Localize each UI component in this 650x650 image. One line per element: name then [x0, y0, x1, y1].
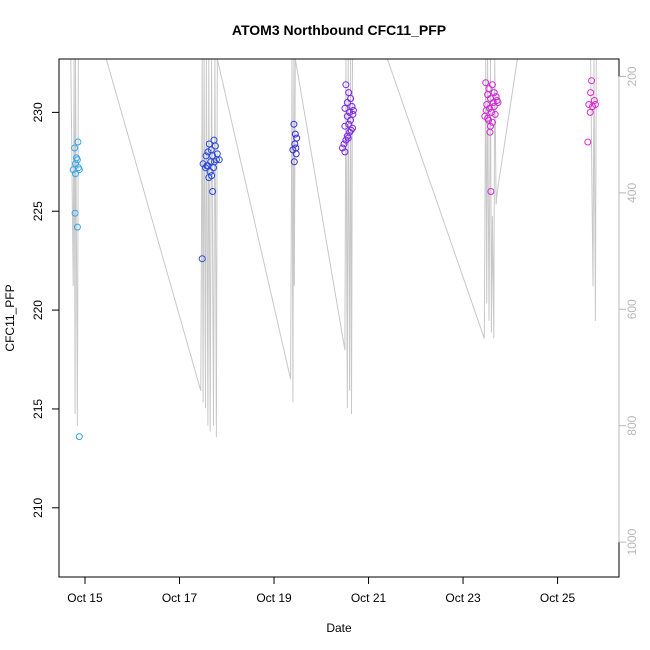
data-point	[482, 79, 490, 87]
data-point	[75, 166, 83, 174]
x-tick-label: Oct 21	[351, 591, 387, 605]
data-point	[486, 128, 494, 136]
data-point	[290, 120, 298, 128]
data-point	[347, 116, 355, 124]
y-axis-label: CFC11_PFP	[3, 284, 17, 351]
data-point	[341, 104, 349, 112]
y2-tick-label: 600	[625, 299, 639, 319]
data-point	[209, 188, 217, 195]
x-tick-label: Oct 17	[162, 591, 198, 605]
data-point	[342, 81, 350, 89]
y2-axis: 200 400 600 800 1000	[618, 66, 639, 555]
data-point	[71, 144, 79, 152]
data-point	[482, 106, 490, 114]
data-point	[71, 209, 79, 217]
data-point	[211, 142, 219, 150]
y2-tick-label: 800	[625, 415, 639, 435]
data-point	[494, 99, 502, 106]
y2-tick-label: 1000	[625, 528, 639, 555]
data-point	[487, 188, 495, 195]
data-point	[73, 156, 81, 164]
data-point	[202, 152, 210, 160]
data-point	[292, 150, 300, 158]
data-point	[490, 89, 498, 97]
data-point	[73, 223, 81, 231]
data-point	[349, 106, 357, 114]
data-point	[341, 148, 349, 156]
data-point	[198, 255, 206, 263]
data-point	[587, 89, 595, 97]
chart-title: ATOM3 Northbound CFC11_PFP	[232, 22, 446, 38]
data-point	[590, 97, 598, 104]
y-tick-label: 215	[31, 399, 45, 419]
data-point	[345, 120, 353, 128]
data-point	[75, 433, 83, 441]
y-axis: 210 215 220 225 230	[31, 102, 60, 518]
x-axis: Oct 15 Oct 17 Oct 19 Oct 21 Oct 23 Oct 25	[67, 576, 576, 605]
points	[69, 77, 599, 441]
y2-tick-label: 400	[625, 183, 639, 203]
data-point	[488, 118, 496, 126]
line-series	[70, 58, 597, 438]
data-point	[74, 138, 82, 146]
data-point	[349, 110, 357, 118]
data-point	[489, 99, 497, 106]
x-tick-label: Oct 19	[256, 591, 292, 605]
data-point	[211, 158, 218, 166]
data-point	[203, 162, 211, 170]
data-point	[343, 99, 351, 106]
data-point	[347, 126, 355, 134]
data-point	[586, 108, 594, 116]
data-point	[290, 158, 298, 166]
data-point	[342, 136, 350, 144]
data-point	[484, 114, 492, 122]
data-point	[341, 122, 349, 130]
data-point	[585, 101, 593, 108]
data-point	[291, 130, 299, 138]
y-tick-label: 230	[31, 102, 45, 122]
y-tick-label: 210	[31, 497, 45, 517]
data-point	[485, 85, 493, 93]
data-point	[588, 77, 596, 85]
data-point	[215, 156, 223, 164]
data-point	[205, 174, 213, 182]
data-point	[491, 110, 499, 118]
data-point	[490, 103, 498, 110]
data-point	[340, 140, 348, 148]
data-point	[488, 81, 496, 89]
data-point	[591, 101, 599, 108]
x-tick-label: Oct 15	[67, 591, 103, 605]
data-point	[344, 134, 352, 142]
data-point	[72, 170, 79, 178]
y-tick-label: 225	[31, 201, 45, 221]
data-point	[348, 103, 356, 110]
data-point	[207, 158, 215, 166]
y-tick-label: 220	[31, 300, 45, 320]
y2-tick-label: 200	[625, 66, 639, 86]
x-axis-label: Date	[326, 621, 352, 635]
data-point	[584, 138, 592, 146]
x-tick-label: Oct 23	[445, 591, 481, 605]
right-axis-line	[70, 58, 597, 438]
x-tick-label: Oct 25	[540, 591, 576, 605]
